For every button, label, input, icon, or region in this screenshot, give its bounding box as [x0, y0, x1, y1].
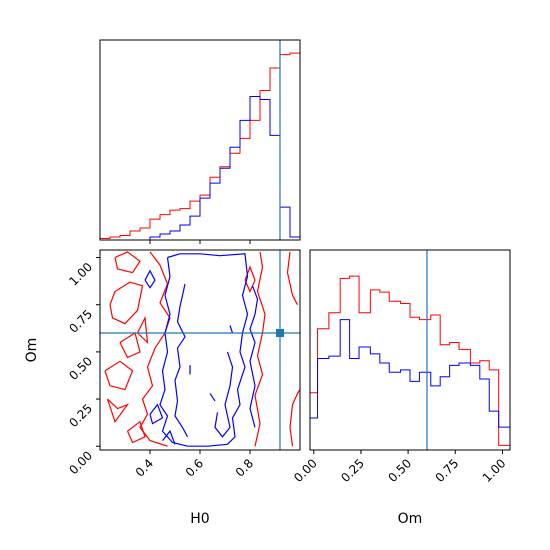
contour-series-0-path-8 — [244, 265, 256, 293]
contour-series-0-path-3 — [119, 332, 141, 359]
x-axis-label-h0: H0 — [190, 511, 209, 527]
contour-series-1-path-3 — [249, 285, 259, 428]
contour-series-0-path-9 — [289, 389, 300, 447]
contour-series-0-path-10 — [286, 251, 299, 305]
histogram-h0-series-1 — [100, 95, 301, 241]
histogram-h0-panel — [99, 39, 301, 244]
contour-series-0-path-4 — [106, 398, 130, 423]
contour-series-1-path-6 — [162, 429, 176, 445]
contour-h0-om-panel: 0.4 0.6 0.80.000.250.500.751.00 — [66, 249, 301, 480]
histogram-om-frame — [309, 249, 511, 451]
contour-lines — [104, 251, 300, 447]
contour-series-1-path-0 — [159, 253, 249, 447]
contour-series-0-path-7 — [254, 251, 266, 447]
contour-series-0-path-1 — [114, 251, 141, 274]
truth-marker — [276, 329, 284, 338]
contour-series-1-path-8 — [209, 393, 216, 402]
histogram-om-series-1 — [309, 319, 510, 450]
contour-series-0-path-0 — [109, 281, 144, 325]
contour-series-0-path-6 — [139, 251, 171, 447]
contour-series-1-path-2 — [214, 351, 234, 438]
histogram-om-series-0 — [309, 275, 510, 450]
contour-series-0-path-11 — [136, 315, 149, 345]
contour-series-0-path-2 — [104, 360, 134, 391]
contour-series-1-path-1 — [174, 283, 189, 438]
contour-series-1-path-9 — [229, 325, 234, 334]
contour-series-0-path-5 — [126, 420, 146, 444]
y-axis-label-om: Om — [24, 338, 40, 363]
histogram-h0-frame — [99, 39, 301, 241]
contour-series-1-path-4 — [144, 269, 156, 289]
x-axis-label-om: Om — [398, 511, 423, 527]
contour-series-1-path-5 — [149, 403, 164, 425]
